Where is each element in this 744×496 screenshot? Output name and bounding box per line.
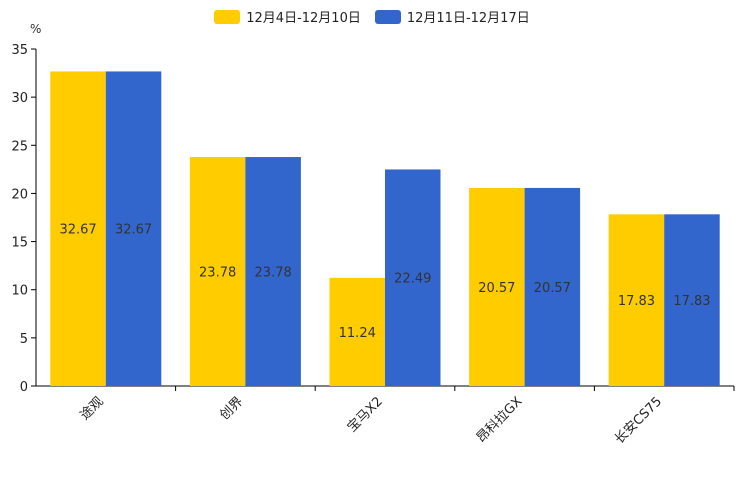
x-tick-label: 途观: [77, 394, 107, 424]
bar: [469, 187, 525, 386]
y-axis-unit-label: %: [30, 22, 42, 36]
bar: [329, 277, 385, 386]
legend-swatch-series-2: [374, 9, 401, 24]
bar: [524, 187, 581, 386]
bar: [105, 71, 162, 386]
legend-swatch-series-1: [214, 9, 241, 24]
bar: [385, 169, 441, 386]
bar: [664, 214, 720, 386]
bar-data-label: 23.78: [199, 266, 236, 281]
x-tick-label: 昂科拉GX: [474, 394, 526, 446]
y-tick-label: 30: [11, 91, 28, 106]
bar: [245, 157, 301, 386]
legend-item-series-1[interactable]: 12月4日-12月10日: [214, 7, 361, 26]
bar-data-label: 20.57: [478, 281, 515, 296]
bar-data-label: 17.83: [673, 294, 710, 309]
chart-legend: 12月4日-12月10日 12月11日-12月17日: [0, 7, 744, 26]
bar-data-label: 32.67: [59, 223, 96, 238]
legend-label-series-1: 12月4日-12月10日: [246, 11, 361, 26]
x-tick-label: 创界: [217, 394, 246, 423]
x-tick-label: 宝马X2: [345, 394, 386, 435]
x-tick-label: 长安CS75: [612, 394, 665, 447]
legend-label-series-2: 12月11日-12月17日: [406, 11, 530, 26]
y-tick-label: 25: [11, 139, 28, 154]
bar-data-label: 23.78: [255, 266, 292, 281]
bar-data-label: 11.24: [339, 326, 376, 341]
legend-item-series-2[interactable]: 12月11日-12月17日: [374, 7, 530, 26]
y-tick-label: 35: [11, 43, 28, 58]
bar-data-label: 20.57: [534, 281, 571, 296]
bar-data-label: 22.49: [394, 272, 431, 287]
y-tick-label: 20: [11, 187, 28, 202]
y-tick-label: 5: [20, 332, 28, 347]
y-tick-label: 15: [11, 236, 28, 251]
bar: [189, 157, 246, 386]
bar-data-label: 32.67: [115, 223, 152, 238]
bar-data-label: 17.83: [618, 294, 655, 309]
bar: [608, 214, 665, 386]
bar: [50, 71, 106, 386]
y-tick-label: 10: [11, 284, 28, 299]
y-tick-label: 0: [20, 380, 28, 395]
